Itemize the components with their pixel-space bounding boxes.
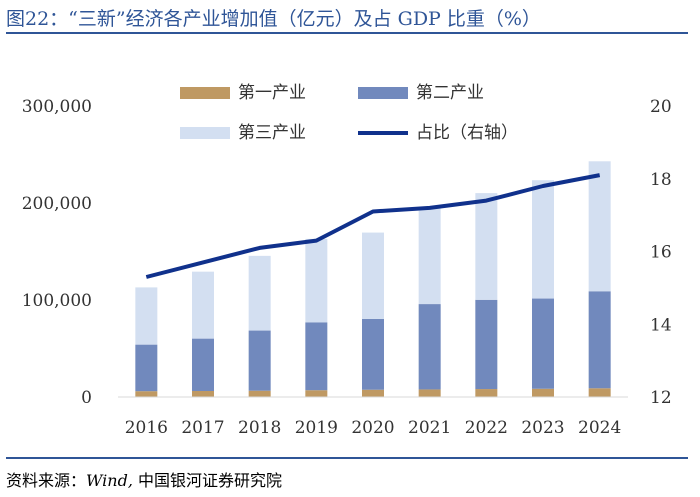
- bar-primary-industry: [192, 390, 214, 397]
- legend-swatch-primary: [180, 87, 230, 99]
- bar-tertiary-industry: [475, 193, 498, 300]
- title-underline: [6, 32, 688, 34]
- y-right-tick-label: 18: [650, 170, 672, 190]
- y-left-tick-label: 100,000: [22, 291, 92, 311]
- y-left-tick-label: 300,000: [22, 97, 92, 117]
- x-tick-label: 2016: [125, 418, 168, 438]
- legend-label-secondary: 第二产业: [416, 83, 484, 103]
- bar-tertiary-industry: [135, 287, 158, 345]
- bar-primary-industry: [588, 388, 611, 397]
- bar-primary-industry: [362, 389, 384, 397]
- source-rule: [6, 457, 688, 459]
- bar-secondary-industry: [135, 344, 158, 392]
- bar-secondary-industry: [418, 304, 441, 390]
- x-tick-label: 2018: [238, 418, 281, 438]
- bar-primary-industry: [305, 390, 328, 397]
- bar-tertiary-industry: [362, 232, 384, 319]
- legend-swatch-secondary: [358, 87, 408, 99]
- y-right-tick-label: 12: [650, 388, 672, 408]
- x-axis: 2016 2017 2018 2019 2020 2021 2022 2023 2024: [125, 418, 622, 438]
- bar-secondary-industry: [192, 338, 214, 391]
- bar-secondary-industry: [532, 298, 554, 389]
- y-left-tick-label: 0: [81, 388, 92, 408]
- legend: 第一产业 第二产业 第三产业 占比（右轴）: [180, 83, 518, 143]
- bar-tertiary-industry: [248, 255, 271, 331]
- y-right-tick-label: 16: [650, 243, 672, 263]
- bar-tertiary-industry: [588, 161, 611, 292]
- bars-layer: [135, 161, 611, 397]
- legend-label-tertiary: 第三产业: [238, 123, 306, 143]
- chart-title: 图22：“三新”经济各产业增加值（亿元）及占 GDP 比重（%）: [6, 8, 541, 30]
- source-rest: 中国银河证券研究院: [132, 471, 283, 490]
- bar-tertiary-industry: [192, 271, 214, 339]
- y-left-axis: 0 100,000 200,000 300,000: [22, 97, 92, 408]
- bar-tertiary-industry: [532, 180, 554, 299]
- bar-secondary-industry: [588, 291, 611, 389]
- y-right-axis: 12 14 16 18 20: [650, 97, 672, 408]
- bar-secondary-industry: [475, 299, 498, 390]
- source-prefix: 资料来源：: [6, 471, 87, 490]
- source-italic: Wind,: [86, 471, 133, 490]
- x-tick-label: 2020: [351, 418, 394, 438]
- x-tick-label: 2021: [408, 418, 451, 438]
- x-tick-label: 2017: [181, 418, 224, 438]
- bar-primary-industry: [135, 391, 158, 397]
- y-right-tick-label: 14: [650, 315, 672, 335]
- x-tick-label: 2019: [295, 418, 338, 438]
- y-right-tick-label: 20: [650, 97, 672, 117]
- y-left-tick-label: 200,000: [22, 194, 92, 214]
- bar-primary-industry: [532, 388, 554, 397]
- bar-secondary-industry: [305, 322, 328, 391]
- x-tick-label: 2024: [578, 418, 621, 438]
- source-note: 资料来源：Wind, 中国银河证券研究院: [6, 467, 282, 491]
- legend-label-primary: 第一产业: [238, 83, 306, 103]
- bar-primary-industry: [418, 389, 441, 397]
- legend-swatch-tertiary: [180, 127, 230, 139]
- share-line: [145, 173, 601, 279]
- bar-secondary-industry: [248, 330, 271, 391]
- x-tick-label: 2022: [465, 418, 508, 438]
- bar-secondary-industry: [362, 318, 384, 390]
- bar-primary-industry: [248, 390, 271, 397]
- bar-primary-industry: [475, 389, 498, 397]
- bar-tertiary-industry: [305, 238, 328, 323]
- bar-tertiary-industry: [418, 207, 441, 305]
- legend-label-share: 占比（右轴）: [416, 123, 518, 143]
- x-tick-label: 2023: [521, 418, 564, 438]
